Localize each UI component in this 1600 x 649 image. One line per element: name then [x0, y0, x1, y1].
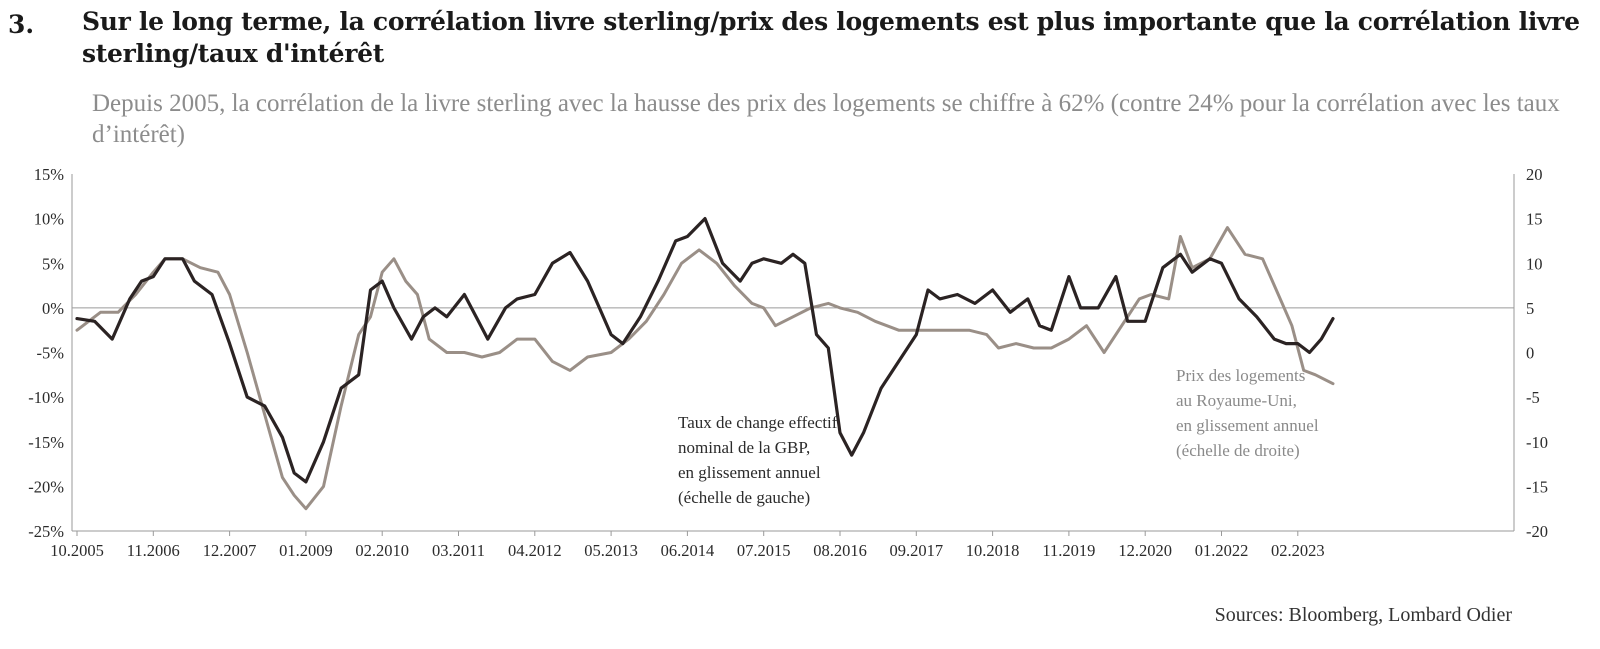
y-left-tick-label: 15% [34, 165, 65, 184]
x-tick-label: 01.2022 [1195, 541, 1249, 560]
x-tick-label: 06.2014 [661, 541, 715, 560]
y-right-tick-label: 5 [1526, 299, 1534, 318]
y-left-tick-label: -15% [28, 433, 64, 452]
y-right-tick-label: 20 [1526, 165, 1543, 184]
x-tick-label: 11.2006 [127, 541, 180, 560]
y-left-tick-label: -25% [28, 522, 64, 541]
gbp-series-label: Taux de change effectif [678, 413, 838, 432]
y-right-tick-label: -15 [1526, 477, 1548, 496]
house-price-series-line [75, 226, 1335, 511]
house-price-series-label: (échelle de droite) [1176, 441, 1300, 460]
y-right-tick-label: 10 [1526, 254, 1543, 273]
x-tick-label: 09.2017 [889, 541, 943, 560]
x-tick-label: 12.2007 [203, 541, 257, 560]
source-note: Sources: Bloomberg, Lombard Odier [1214, 604, 1512, 626]
x-tick-label: 11.2019 [1042, 541, 1095, 560]
y-axis-right: 20 15 10 5 0 -5 -10 -15 -20 [1526, 165, 1548, 541]
x-tick-label: 10.2005 [50, 541, 104, 560]
x-tick-label: 03.2011 [432, 541, 485, 560]
y-right-tick-label: 0 [1526, 344, 1534, 363]
chart-number: 3. [8, 10, 35, 39]
plot-frame [71, 174, 1515, 532]
gbp-series-line [75, 217, 1335, 484]
y-left-tick-label: 0% [42, 299, 64, 318]
y-left-tick-label: 10% [34, 210, 65, 229]
x-tick-label: 01.2009 [279, 541, 333, 560]
y-left-tick-label: -10% [28, 388, 64, 407]
house-price-series-label: au Royaume-Uni, [1176, 391, 1297, 410]
y-right-tick-label: -20 [1526, 522, 1548, 541]
gbp-series-label: en glissement annuel [678, 463, 821, 482]
y-left-tick-label: -5% [37, 344, 65, 363]
x-tick-label: 05.2013 [584, 541, 638, 560]
chart-subtitle: Depuis 2005, la corrélation de la livre … [92, 90, 1560, 148]
gbp-series-label: nominal de la GBP, [678, 438, 810, 457]
house-price-series-label: Prix des logements [1176, 366, 1305, 385]
y-axis-left: 15% 10% 5% 0% -5% -10% -15% -20% -25% [28, 165, 64, 541]
x-tick-label: 02.2023 [1271, 541, 1325, 560]
series-layer [75, 217, 1335, 511]
x-tick-label: 10.2018 [966, 541, 1020, 560]
chart-title: Sur le long terme, la corrélation livre … [82, 7, 1580, 68]
x-tick-label: 04.2012 [508, 541, 562, 560]
x-tick-label: 12.2020 [1118, 541, 1172, 560]
x-tick-label: 02.2010 [355, 541, 409, 560]
y-left-tick-label: 5% [42, 254, 64, 273]
house-price-series-label: en glissement annuel [1176, 416, 1319, 435]
gbp-series-label: (échelle de gauche) [678, 488, 810, 507]
y-right-tick-label: -5 [1526, 388, 1540, 407]
x-axis: 10.2005 11.2006 12.2007 01.2009 02.2010 03.20… [50, 531, 1325, 560]
x-tick-label: 08.2016 [813, 541, 867, 560]
series-annotations: Taux de change effectif nominal de la GBP… [678, 366, 1319, 507]
y-right-tick-label: 15 [1526, 210, 1543, 229]
y-right-tick-label: -10 [1526, 433, 1548, 452]
y-left-tick-label: -20% [28, 477, 64, 496]
x-tick-label: 07.2015 [737, 541, 791, 560]
